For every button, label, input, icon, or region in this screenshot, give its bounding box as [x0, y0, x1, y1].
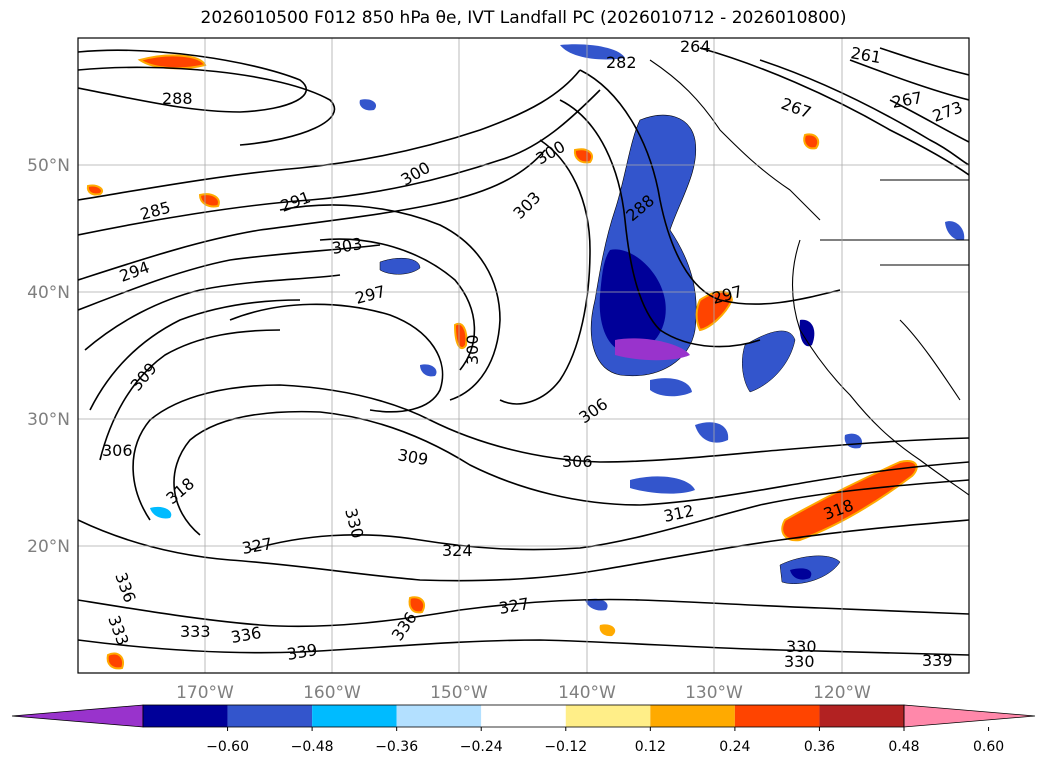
plot-area: 288 285 291 294 297 300 303 306 309 312 …: [78, 37, 969, 673]
theta-e-contours: [78, 47, 969, 656]
colorbar-cell: [396, 705, 482, 727]
contour-label: 282: [606, 53, 637, 72]
lon-label-130w: 130°W: [685, 683, 743, 703]
lat-label-50n: 50°N: [27, 156, 70, 176]
contour-label: 288: [162, 89, 193, 108]
colorbar-tick-label: −0.24: [460, 739, 503, 755]
contour-label: 330: [784, 652, 815, 671]
lat-label-20n: 20°N: [27, 537, 70, 557]
colorbar-cell: [650, 705, 735, 727]
contour-label: 339: [922, 651, 953, 670]
lat-label-40n: 40°N: [27, 283, 70, 303]
colorbar-tick-label: −0.36: [375, 739, 418, 755]
colorbar-tick-label: 0.36: [804, 739, 835, 755]
longitude-labels: 170°W 160°W 150°W 140°W 130°W 120°W: [176, 683, 871, 703]
lon-label-170w: 170°W: [176, 683, 234, 703]
contour-label: 333: [180, 622, 211, 641]
lon-label-120w: 120°W: [813, 683, 871, 703]
colorbar-extend-right: [903, 704, 1036, 728]
colorbar-tick-label: −0.48: [291, 739, 334, 755]
coastlines: [649, 59, 969, 496]
colorbar-tick-label: 0.24: [719, 739, 750, 755]
contour-label: 264: [680, 37, 711, 56]
colorbar-extend-left: [11, 704, 144, 728]
plot-frame: [77, 37, 970, 674]
colorbar-cell: [481, 705, 566, 727]
negative-anomaly-shading: [150, 44, 965, 611]
contour-label: 300: [463, 334, 482, 365]
lon-label-150w: 150°W: [430, 683, 488, 703]
colorbar-ticks: −0.60 −0.48 −0.36 −0.24 −0.12 0.12 0.24 0.36 0.4…: [206, 727, 1004, 755]
contour-label: 324: [442, 541, 473, 560]
colorbar-tick-label: −0.12: [544, 739, 587, 755]
colorbar-tick-label: −0.60: [206, 739, 249, 755]
colorbar-tick-label: 0.12: [635, 739, 666, 755]
lon-label-160w: 160°W: [303, 683, 361, 703]
lat-label-30n: 30°N: [27, 410, 70, 430]
colorbar-tick-label: 0.48: [888, 739, 919, 755]
latitude-labels: 50°N 40°N 30°N 20°N: [27, 156, 70, 557]
colorbar-cell: [819, 705, 904, 727]
colorbar-tick-label: 0.60: [973, 739, 1004, 755]
positive-anomaly-shading: [86, 54, 918, 670]
colorbar-cells: [143, 705, 904, 727]
map-title: 2026010500 F012 850 hPa θe, IVT Landfall…: [200, 8, 847, 28]
colorbar-cell: [734, 705, 820, 727]
colorbar: −0.60 −0.48 −0.36 −0.24 −0.12 0.12 0.24 0.36 0.4…: [11, 704, 1036, 755]
colorbar-cell: [312, 705, 397, 727]
contour-label: 330: [786, 637, 817, 656]
contour-label: 306: [102, 441, 133, 460]
colorbar-cell: [143, 705, 228, 727]
lon-label-140w: 140°W: [558, 683, 616, 703]
contour-label: 306: [562, 452, 593, 471]
colorbar-cell: [227, 705, 313, 727]
gridlines: [78, 38, 969, 673]
colorbar-cell: [565, 705, 651, 727]
